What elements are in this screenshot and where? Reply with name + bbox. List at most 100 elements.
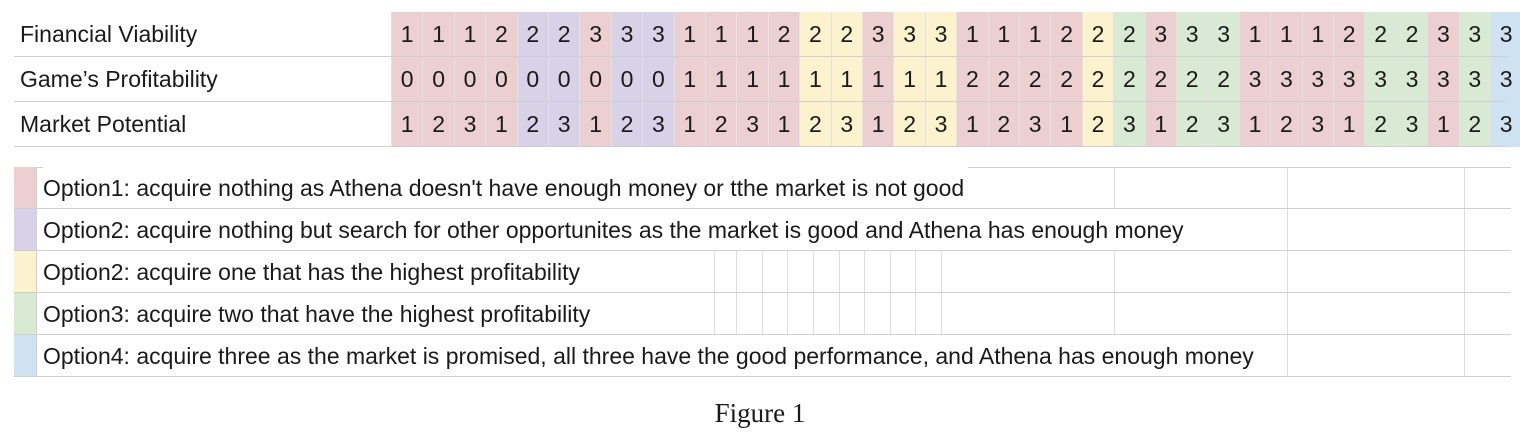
value-cell: 2 <box>548 12 580 57</box>
value-cell: 2 <box>1050 12 1082 57</box>
gridline <box>787 167 788 377</box>
value-cell: 1 <box>767 102 800 147</box>
value-cell: 1 <box>956 12 988 57</box>
value-cell: 3 <box>642 12 674 57</box>
value-cell: 2 <box>1176 57 1208 102</box>
value-cell: 2 <box>1081 12 1114 57</box>
value-cell: 1 <box>1427 102 1459 147</box>
legend-swatch <box>14 251 37 293</box>
value-cell: 1 <box>924 57 957 102</box>
value-cell: 1 <box>956 102 988 147</box>
value-cell: 2 <box>1270 102 1302 147</box>
value-cell: 0 <box>610 57 643 102</box>
value-cell: 2 <box>1333 12 1365 57</box>
gridline <box>1114 167 1115 377</box>
value-cell: 3 <box>1395 102 1428 147</box>
value-cell: 3 <box>1207 12 1239 57</box>
value-cell: 2 <box>1364 102 1396 147</box>
value-cell: 2 <box>1364 12 1396 57</box>
value-cell: 3 <box>1458 12 1490 57</box>
gridline <box>890 167 891 377</box>
gridline <box>1287 167 1288 377</box>
value-cell: 1 <box>862 57 894 102</box>
value-cell: 1 <box>705 12 737 57</box>
gridline <box>714 167 715 377</box>
value-cell: 3 <box>1207 102 1239 147</box>
value-cell: 1 <box>1333 102 1365 147</box>
value-cell: 0 <box>485 57 517 102</box>
value-cell: 3 <box>1364 57 1396 102</box>
value-cell: 2 <box>1019 57 1051 102</box>
value-cell: 0 <box>548 57 580 102</box>
value-cell: 3 <box>1427 57 1459 102</box>
legend-item-option3: Option3: acquire two that have the highe… <box>14 293 1511 335</box>
legend-item-option1: Option1: acquire nothing as Athena doesn… <box>14 167 1511 209</box>
value-cell: 2 <box>1081 57 1114 102</box>
value-cell: 3 <box>1113 102 1145 147</box>
value-cell: 2 <box>830 12 862 57</box>
row-label-market-potential: Market Potential <box>20 111 187 137</box>
value-cell: 1 <box>736 12 768 57</box>
value-cell: 2 <box>1176 102 1208 147</box>
legend-item-option2-one: Option2: acquire one that has the highes… <box>14 251 1511 293</box>
value-cell: 0 <box>391 57 423 102</box>
legend-text: Option3: acquire two that have the highe… <box>43 293 595 335</box>
gridline <box>941 167 942 377</box>
value-cell: 1 <box>485 102 517 147</box>
value-cell: 3 <box>453 102 486 147</box>
legend-text: Option2: acquire one that has the highes… <box>43 251 585 293</box>
value-cell: 0 <box>642 57 674 102</box>
value-cell: 1 <box>1238 102 1271 147</box>
legend-swatch <box>14 167 37 209</box>
value-cell: 1 <box>673 102 705 147</box>
value-cell: 1 <box>1270 12 1302 57</box>
value-cell: 3 <box>1019 102 1051 147</box>
value-cell: 2 <box>799 12 831 57</box>
legend-text: Option2: acquire nothing but search for … <box>43 209 1188 251</box>
value-cell: 0 <box>422 57 454 102</box>
value-cell: 3 <box>1333 57 1365 102</box>
value-cell: 2 <box>485 12 517 57</box>
value-cell: 3 <box>1176 12 1208 57</box>
value-cell: 1 <box>453 12 486 57</box>
value-cell: 2 <box>516 12 548 57</box>
value-cell: 3 <box>1270 57 1302 102</box>
value-cell: 1 <box>799 57 831 102</box>
legend-text: Option4: acquire three as the market is … <box>43 335 1258 377</box>
value-cell: 3 <box>736 102 768 147</box>
value-cell: 1 <box>830 57 862 102</box>
value-cell: 0 <box>453 57 486 102</box>
value-cell: 1 <box>893 57 925 102</box>
value-cell: 2 <box>1207 57 1239 102</box>
value-cell: 1 <box>391 102 423 147</box>
legend-swatch <box>14 209 37 251</box>
value-cell: 1 <box>736 57 768 102</box>
value-cell: 3 <box>1395 57 1428 102</box>
value-cell: 3 <box>893 12 925 57</box>
value-cell: 2 <box>422 102 454 147</box>
row-label-financial-viability: Financial Viability <box>20 21 198 47</box>
value-cell: 2 <box>1081 102 1114 147</box>
gridline <box>839 167 840 377</box>
value-cell: 1 <box>673 57 705 102</box>
value-cell: 2 <box>987 102 1019 147</box>
value-cell: 3 <box>924 102 957 147</box>
gridline <box>864 167 865 377</box>
value-cell: 3 <box>1301 102 1333 147</box>
value-cell: 3 <box>548 102 580 147</box>
value-cell: 2 <box>705 102 737 147</box>
value-cell: 2 <box>987 57 1019 102</box>
gridline <box>736 167 737 377</box>
legend-text: Option1: acquire nothing as Athena doesn… <box>43 167 969 209</box>
value-cell: 3 <box>1490 12 1520 57</box>
value-cell: 3 <box>1301 57 1333 102</box>
value-cell: 2 <box>799 102 831 147</box>
value-cell: 1 <box>422 12 454 57</box>
value-cell: 1 <box>862 102 894 147</box>
legend-swatch <box>14 335 37 377</box>
